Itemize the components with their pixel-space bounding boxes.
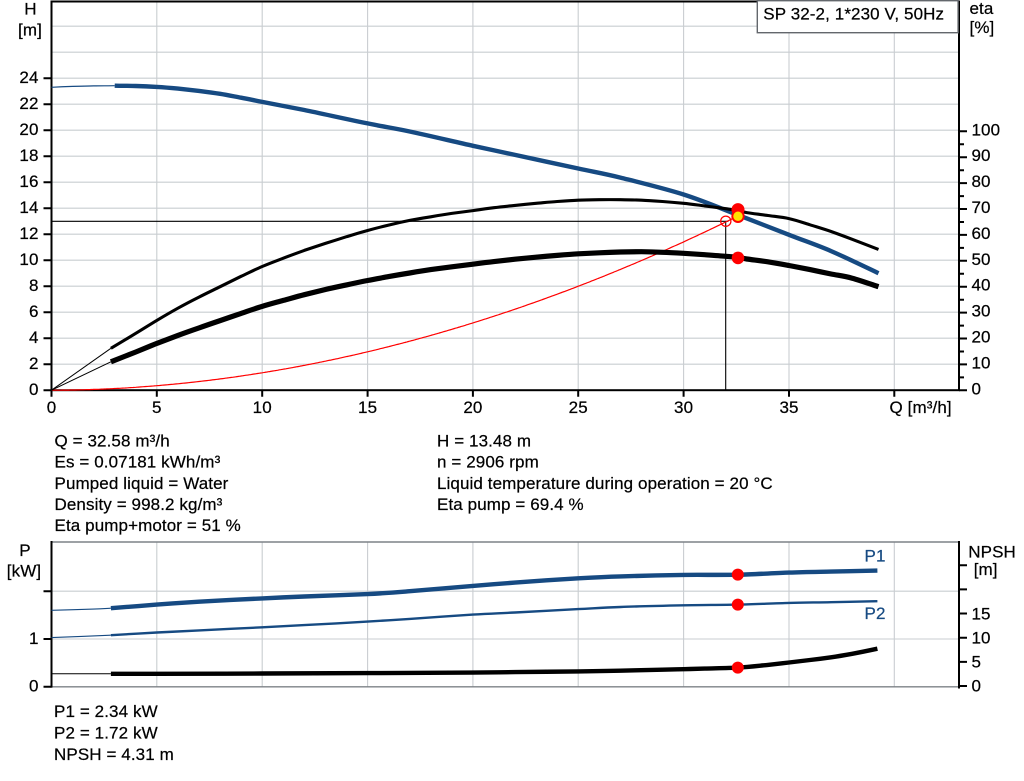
svg-text:Eta pump = 69.4 %: Eta pump = 69.4 % — [437, 495, 584, 514]
svg-text:12: 12 — [19, 224, 38, 243]
svg-text:22: 22 — [19, 94, 38, 113]
svg-text:5: 5 — [972, 653, 982, 672]
svg-text:SP 32-2, 1*230 V, 50Hz: SP 32-2, 1*230 V, 50Hz — [763, 4, 944, 23]
svg-text:60: 60 — [972, 224, 991, 243]
svg-text:Es = 0.07181 kWh/m³: Es = 0.07181 kWh/m³ — [55, 453, 221, 472]
svg-text:P2: P2 — [865, 604, 886, 623]
svg-text:15: 15 — [972, 604, 991, 623]
svg-text:2: 2 — [29, 354, 39, 373]
svg-text:[kW]: [kW] — [7, 562, 41, 581]
svg-text:8: 8 — [29, 276, 39, 295]
svg-text:80: 80 — [972, 172, 991, 191]
svg-text:40: 40 — [972, 276, 991, 295]
svg-text:25: 25 — [569, 398, 588, 417]
svg-text:Eta pump+motor = 51 %: Eta pump+motor = 51 % — [55, 516, 241, 535]
svg-text:Pumped liquid = Water: Pumped liquid = Water — [55, 474, 229, 493]
svg-text:30: 30 — [972, 302, 991, 321]
svg-text:0: 0 — [29, 677, 39, 696]
svg-text:Q = 32.58 m³/h: Q = 32.58 m³/h — [55, 431, 170, 450]
svg-text:P: P — [19, 541, 30, 560]
svg-text:5: 5 — [152, 398, 162, 417]
svg-text:NPSH = 4.31 m: NPSH = 4.31 m — [54, 745, 174, 764]
svg-text:1: 1 — [29, 629, 39, 648]
svg-text:35: 35 — [779, 398, 798, 417]
svg-text:4: 4 — [29, 328, 39, 347]
svg-text:Density = 998.2 kg/m³: Density = 998.2 kg/m³ — [55, 495, 223, 514]
svg-text:P2 = 1.72 kW: P2 = 1.72 kW — [54, 723, 158, 742]
svg-text:P1 = 2.34 kW: P1 = 2.34 kW — [54, 702, 158, 721]
svg-text:70: 70 — [972, 198, 991, 217]
svg-text:0: 0 — [972, 379, 982, 398]
svg-text:n = 2906 rpm: n = 2906 rpm — [437, 453, 539, 472]
svg-text:16: 16 — [19, 172, 38, 191]
svg-text:100: 100 — [972, 120, 1001, 139]
svg-text:18: 18 — [19, 146, 38, 165]
svg-text:6: 6 — [29, 302, 39, 321]
svg-text:Liquid temperature during oper: Liquid temperature during operation = 20… — [437, 474, 773, 493]
svg-text:eta: eta — [970, 0, 994, 18]
svg-text:P1: P1 — [865, 547, 886, 566]
svg-text:10: 10 — [253, 398, 272, 417]
svg-text:0: 0 — [29, 380, 39, 399]
svg-text:[%]: [%] — [970, 18, 995, 37]
svg-text:0: 0 — [47, 398, 57, 417]
svg-text:10: 10 — [972, 628, 991, 647]
svg-text:0: 0 — [972, 677, 982, 696]
svg-text:10: 10 — [972, 353, 991, 372]
svg-text:10: 10 — [19, 250, 38, 269]
svg-text:Q [m³/h]: Q [m³/h] — [890, 398, 952, 417]
svg-text:90: 90 — [972, 146, 991, 165]
svg-text:H: H — [24, 0, 36, 19]
svg-text:[m]: [m] — [974, 560, 998, 579]
svg-text:24: 24 — [19, 68, 38, 87]
svg-text:30: 30 — [674, 398, 693, 417]
svg-text:[m]: [m] — [18, 20, 42, 39]
svg-text:20: 20 — [19, 120, 38, 139]
svg-text:50: 50 — [972, 250, 991, 269]
svg-text:NPSH: NPSH — [968, 542, 1016, 561]
svg-text:14: 14 — [19, 198, 38, 217]
svg-text:20: 20 — [972, 328, 991, 347]
svg-text:20: 20 — [463, 398, 482, 417]
svg-text:15: 15 — [358, 398, 377, 417]
svg-text:H = 13.48 m: H = 13.48 m — [437, 431, 531, 450]
